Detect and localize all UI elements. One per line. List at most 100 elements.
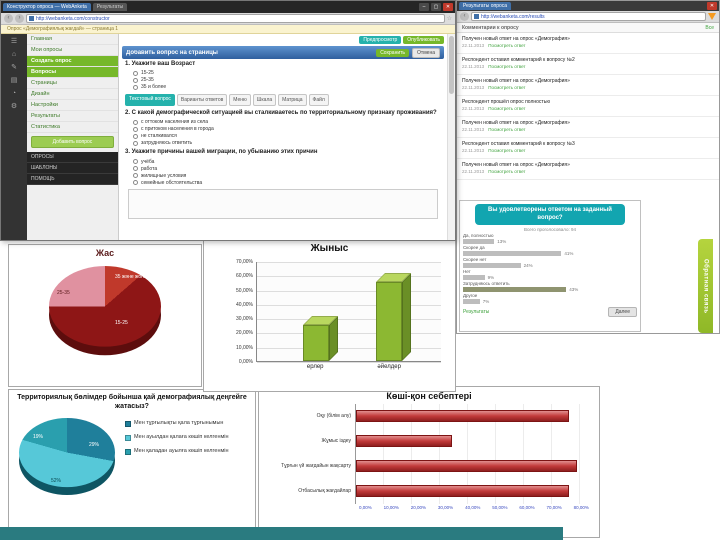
sidebar-footer-item[interactable]: ШАБЛОНЫ: [27, 163, 118, 174]
legend-marker: [125, 421, 131, 428]
bar-3d-side: [402, 273, 412, 361]
site-logo-icon: [708, 13, 716, 20]
text-question-button[interactable]: Текстовый вопрос: [125, 94, 175, 107]
radio-option[interactable]: учёба: [125, 158, 441, 165]
scrollbar-thumb[interactable]: [449, 36, 454, 94]
save-button[interactable]: Сохранить: [376, 48, 410, 57]
sidebar-item[interactable]: Вопросы: [27, 67, 118, 78]
sidebar-item[interactable]: Статистика: [27, 122, 118, 133]
list-icon[interactable]: ▤: [10, 77, 18, 84]
sidebar-footer-item[interactable]: ОПРОСЫ: [27, 152, 118, 163]
radio-option[interactable]: жилищные условия: [125, 172, 441, 179]
question-type-button[interactable]: Варианты ответов: [176, 94, 228, 107]
radio-option[interactable]: работа: [125, 165, 441, 172]
browser-tab[interactable]: Конструктор опроса — WebAnketa: [3, 3, 91, 11]
pie-slice-label: 29%: [89, 442, 100, 449]
sidebar-item[interactable]: Создать опрос: [27, 56, 118, 67]
show-all-link[interactable]: Все: [705, 24, 714, 31]
radio-option[interactable]: затрудняюсь ответить: [125, 139, 441, 146]
chart-icon[interactable]: ◔: [11, 90, 17, 97]
comment-entry: Получен новый ответ на опрос «Демография…: [457, 75, 719, 96]
radio-option[interactable]: с оттоком населения из села: [125, 118, 441, 125]
sidebar-item[interactable]: Дизайн: [27, 89, 118, 100]
comment-meta: 22.11.2013 Посмотреть ответ: [462, 106, 714, 111]
comment-text: Респондент оставил комментарий к вопросу…: [462, 141, 575, 147]
settings-gear-icon[interactable]: ⚙: [10, 103, 18, 110]
browser-tab[interactable]: Результаты: [92, 3, 128, 11]
bookmark-star-icon[interactable]: ☆: [446, 15, 452, 22]
comment-link[interactable]: Посмотреть ответ: [488, 64, 526, 69]
comment-link[interactable]: Посмотреть ответ: [488, 148, 526, 153]
question-type-button[interactable]: Шкала: [252, 94, 277, 107]
poll-results-link[interactable]: Результаты: [463, 308, 490, 315]
comment-date: 22.11.2013: [462, 127, 485, 132]
close-button[interactable]: ✕: [707, 2, 717, 10]
comment-link[interactable]: Посмотреть ответ: [488, 106, 526, 111]
sidebar-footer-item[interactable]: ПОМОЩЬ: [27, 174, 118, 185]
home-icon[interactable]: ⌂: [11, 51, 17, 58]
comment-date: 22.11.2013: [462, 85, 485, 90]
close-button[interactable]: ✕: [443, 3, 453, 11]
preview-button[interactable]: Предпросмотр: [359, 36, 402, 44]
comment-link[interactable]: Посмотреть ответ: [488, 127, 526, 132]
radio-option[interactable]: с притоком населения в города: [125, 125, 441, 132]
section-subheader: Комментарии к опросу Все: [457, 23, 719, 33]
maximize-button[interactable]: ▢: [431, 3, 441, 11]
address-bar[interactable]: http://webanketa.com/results: [471, 12, 706, 21]
sidebar-item[interactable]: Страницы: [27, 78, 118, 89]
back-icon[interactable]: ‹: [4, 14, 13, 23]
radio-option[interactable]: 25-35: [125, 76, 441, 83]
survey-constructor-window: Конструктор опроса — WebAnketa Результат…: [0, 0, 456, 241]
legend-label: Мен тұрғылықты қала тұрғынымын: [134, 420, 224, 427]
menu-icon[interactable]: ☰: [10, 38, 18, 45]
poll-option-label: Скорее нет: [463, 256, 487, 262]
x-tick-label: 10,00%: [383, 505, 399, 510]
comment-date: 22.11.2013: [462, 106, 485, 111]
comments-list: Получен новый ответ на опрос «Демография…: [457, 33, 719, 180]
sidebar-item[interactable]: Главная: [27, 34, 118, 45]
cancel-button[interactable]: Отмена: [412, 47, 440, 58]
comment-meta: 22.11.2013 Посмотреть ответ: [462, 85, 714, 90]
section-header: Добавить вопрос на страницы Сохранить От…: [122, 46, 444, 59]
x-tick-label: 30,00%: [437, 505, 454, 510]
comment-date: 22.11.2013: [462, 148, 485, 153]
comment-meta: 22.11.2013 Посмотреть ответ: [462, 148, 714, 153]
poll-next-button[interactable]: Далее: [608, 306, 637, 317]
comment-text: Получен новый ответ на опрос «Демография…: [462, 162, 570, 168]
publish-button[interactable]: Опубликовать: [403, 36, 444, 44]
legend-label: Мен ауылдан қалаға көшіп келгенмін: [134, 434, 229, 441]
sidebar-item[interactable]: Мои опросы: [27, 45, 118, 56]
comment-link[interactable]: Посмотреть ответ: [488, 169, 526, 174]
radio-option[interactable]: семейные обстоятельства: [125, 179, 441, 186]
chart-title: Территориялық бөлімдер бойынша қай демог…: [17, 394, 247, 411]
option-label: учёба: [141, 158, 155, 165]
question-block: 2. С какой демографической ситуацией вы …: [122, 108, 444, 147]
radio-option[interactable]: 15-25: [125, 69, 441, 76]
answer-textarea[interactable]: [128, 188, 438, 219]
question-type-button[interactable]: Файл: [308, 94, 329, 107]
feedback-side-tab[interactable]: Обратная связь: [698, 239, 713, 333]
back-icon[interactable]: ‹: [460, 12, 469, 21]
radio-option[interactable]: 35 и более: [125, 83, 441, 90]
address-bar[interactable]: http://webanketa.com/constructor: [26, 14, 445, 23]
chart-row: Жұмыс іздеу: [263, 429, 589, 454]
sidebar-item[interactable]: Настройки: [27, 100, 118, 111]
comment-link[interactable]: Посмотреть ответ: [488, 43, 526, 48]
scrollbar[interactable]: [447, 34, 455, 240]
sidebar-item[interactable]: Результаты: [27, 111, 118, 122]
gridline: [257, 362, 441, 363]
comment-link[interactable]: Посмотреть ответ: [488, 85, 526, 90]
option-label: 15-25: [141, 70, 154, 77]
question-type-button[interactable]: Матрица: [278, 94, 307, 107]
radio-option[interactable]: не сталкивался: [125, 132, 441, 139]
forward-icon[interactable]: ›: [15, 14, 24, 23]
poll-bar-line: 41%: [463, 250, 637, 256]
add-question-button[interactable]: Добавить вопрос: [31, 136, 114, 148]
poll-option-row: Скорее да 41%: [463, 245, 637, 256]
edit-icon[interactable]: ✎: [11, 64, 17, 71]
question-type-button[interactable]: Меню: [229, 94, 251, 107]
bar-area: [355, 454, 589, 479]
question-list-top: 1. Укажите ваш Возраст 15-25 25-35 35 и бол…: [122, 59, 444, 91]
browser-tab[interactable]: Результаты опроса: [459, 2, 512, 10]
minimize-button[interactable]: –: [419, 3, 429, 11]
